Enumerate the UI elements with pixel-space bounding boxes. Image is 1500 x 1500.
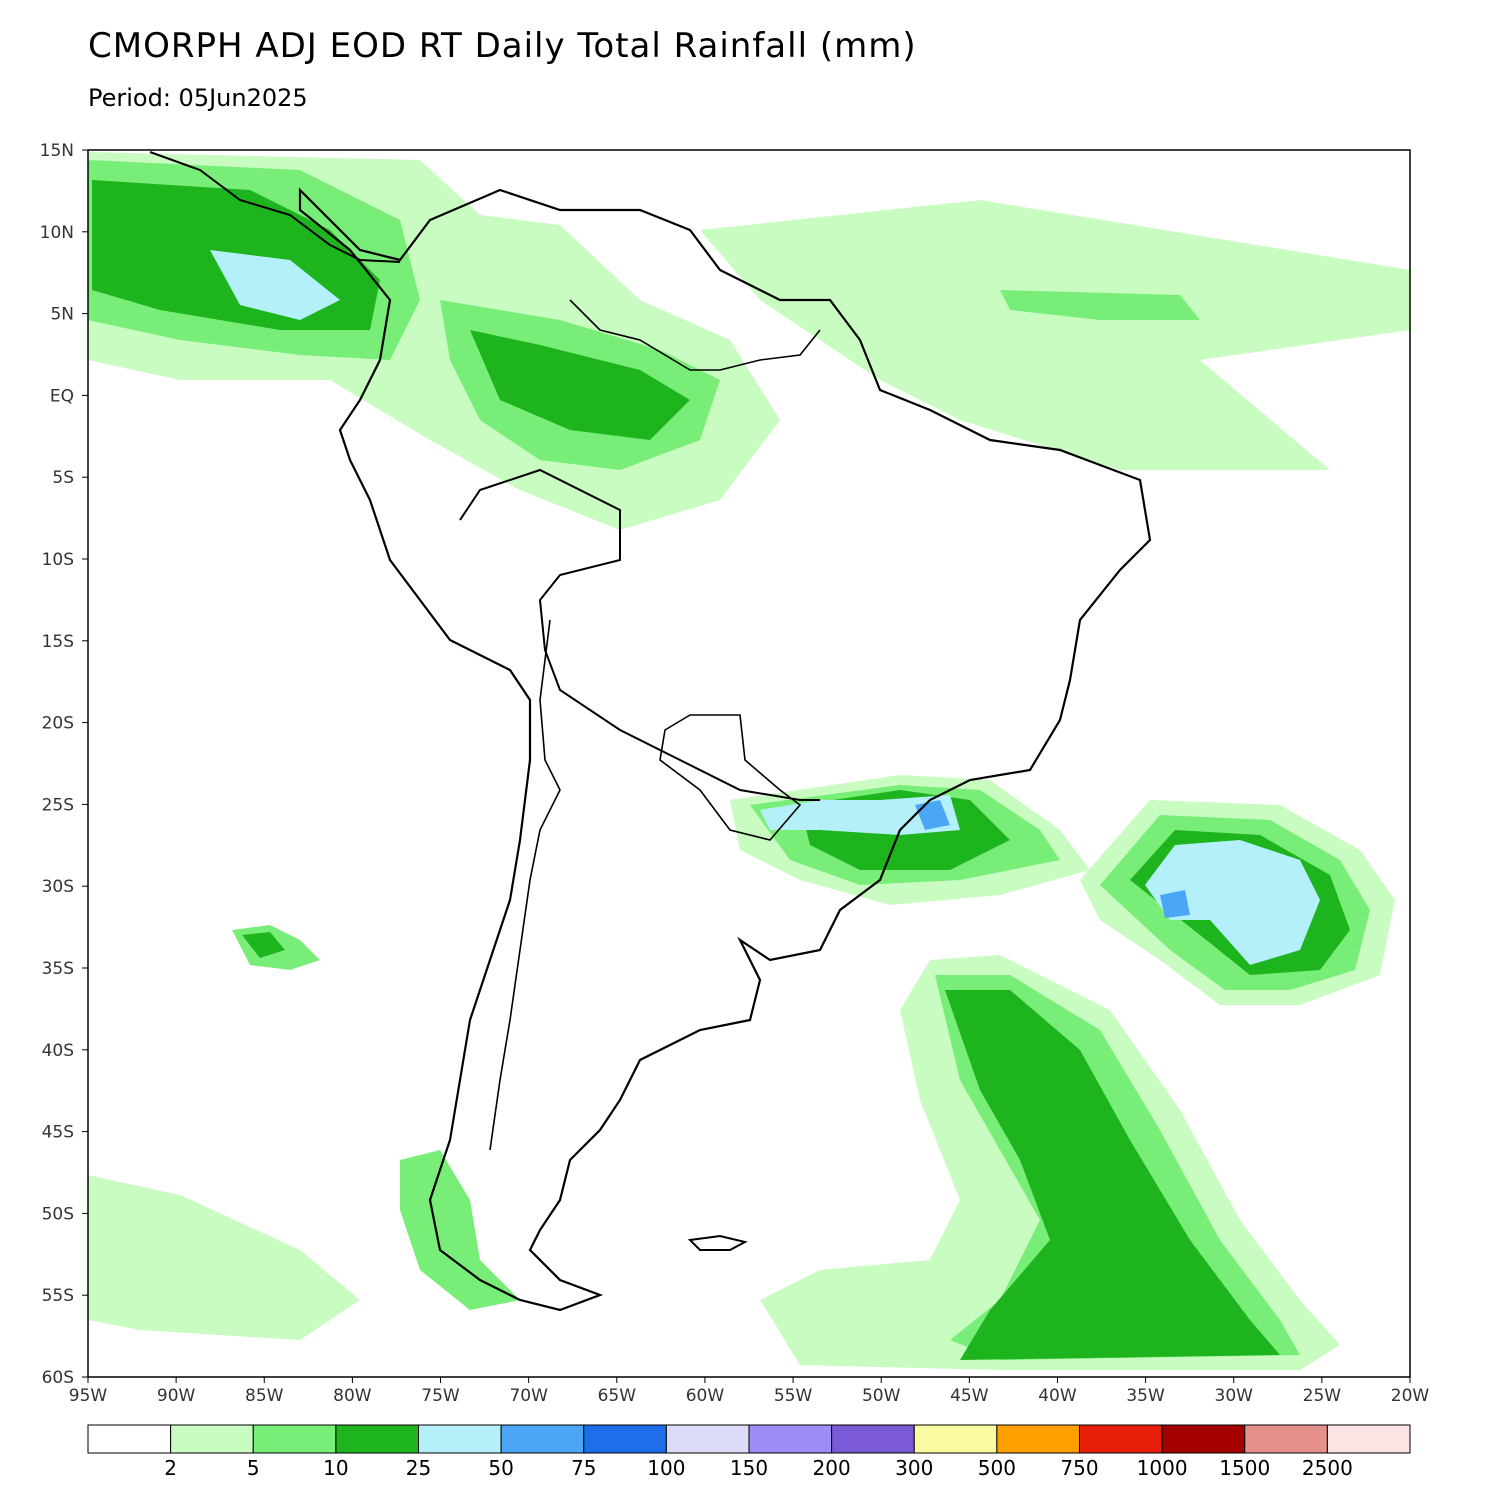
colorbar-swatch — [748, 1424, 833, 1454]
lon-label: 30W — [1215, 1386, 1254, 1406]
lon-label: 25W — [1303, 1386, 1342, 1406]
colorbar-label: 100 — [647, 1456, 685, 1480]
guianas-border — [569, 299, 821, 371]
paraguay-border — [659, 714, 802, 841]
lon-label: 65W — [598, 1386, 637, 1406]
rain-region-se-brazil-50 — [760, 795, 960, 835]
rain-region-south-frontal-heavy — [945, 990, 1280, 1360]
colorbar-swatch — [335, 1424, 419, 1454]
colorbar-swatch — [1079, 1424, 1163, 1454]
lon-label: 70W — [509, 1386, 548, 1406]
rain-region-amazon-heavy — [470, 330, 690, 440]
rainfall-field — [88, 152, 1410, 1370]
lat-label: 15S — [42, 632, 74, 652]
lat-label: 50S — [42, 1204, 74, 1224]
rain-region-n-atlantic-mod — [1000, 290, 1200, 320]
falkland-islands — [687, 1234, 748, 1251]
colorbar-label: 75 — [571, 1456, 596, 1480]
lon-label: 45W — [950, 1386, 989, 1406]
colorbar-label: 10 — [323, 1456, 348, 1480]
south-america-outline — [298, 187, 1152, 1312]
colorbar-swatch — [252, 1424, 337, 1454]
lon-label: 80W — [333, 1386, 372, 1406]
colorbar-swatch — [87, 1424, 172, 1454]
lat-label: 35S — [42, 959, 74, 979]
lon-label: 55W — [774, 1386, 813, 1406]
colorbar-label: 5 — [247, 1456, 260, 1480]
lat-label: 10N — [40, 223, 74, 243]
colorbar-swatch — [170, 1424, 254, 1454]
colorbar-label: 50 — [488, 1456, 513, 1480]
colorbar-label: 25 — [406, 1456, 431, 1480]
lat-label: 55S — [42, 1286, 74, 1306]
longitude-axis: 95W 90W 85W 80W 75W 70W 65W 60W 55W 50W 45W 40W 35W 3… — [69, 1377, 1430, 1406]
chart-subtitle: Period: 05Jun2025 — [88, 84, 308, 112]
colorbar-swatch — [500, 1424, 585, 1454]
lon-label: 90W — [157, 1386, 196, 1406]
andes-border — [489, 619, 561, 1151]
colorbar-swatch — [1326, 1424, 1411, 1454]
lat-label: 40S — [42, 1041, 74, 1061]
rain-region-n-atlantic — [700, 200, 1410, 470]
lat-label: 30S — [42, 877, 74, 897]
central-america-outline — [149, 151, 401, 263]
colorbar-label: 150 — [730, 1456, 768, 1480]
colorbar-label: 1500 — [1219, 1456, 1270, 1480]
colorbar-swatch — [913, 1424, 998, 1454]
colorbar-swatch — [1161, 1424, 1246, 1454]
lon-label: 40W — [1038, 1386, 1077, 1406]
lat-label: 5S — [52, 468, 74, 488]
rain-region-s-atlantic-75 — [1160, 890, 1190, 918]
rain-region-patagonia-mod — [400, 1150, 520, 1310]
colorbar: 2 5 10 25 50 75 100 150 200 300 500 750 1000 1500 2500 — [87, 1424, 1411, 1480]
colorbar-label: 750 — [1060, 1456, 1098, 1480]
colorbar-label: 2 — [164, 1456, 177, 1480]
colorbar-swatch — [583, 1424, 667, 1454]
lon-label: 85W — [245, 1386, 284, 1406]
rain-region-s-atlantic-50 — [1145, 840, 1320, 965]
lon-label: 50W — [862, 1386, 901, 1406]
lon-label: 60W — [686, 1386, 725, 1406]
brazil-border — [459, 468, 820, 801]
lat-label: 10S — [42, 550, 74, 570]
rain-region-nw-50 — [210, 250, 340, 320]
colorbar-swatch — [418, 1424, 502, 1454]
lat-label: EQ — [50, 386, 74, 406]
lat-label: 25S — [42, 795, 74, 815]
colorbar-swatch — [665, 1424, 750, 1454]
colorbar-swatch — [831, 1424, 915, 1454]
chart-title: CMORPH ADJ EOD RT Daily Total Rainfall (… — [88, 26, 917, 66]
colorbar-label: 500 — [978, 1456, 1016, 1480]
latitude-axis: 15N 10N 5N EQ 5S 10S 15S 20S 25S 30S 35S 40S 45S 50S 5… — [40, 141, 88, 1388]
lat-label: 20S — [42, 714, 74, 734]
lon-label: 20W — [1391, 1386, 1430, 1406]
colorbar-label: 1000 — [1137, 1456, 1188, 1480]
lat-label: 45S — [42, 1123, 74, 1143]
lat-label: 5N — [50, 305, 74, 325]
colorbar-swatch — [996, 1424, 1080, 1454]
rain-region-pacific-35s-heavy — [242, 932, 285, 958]
lat-label: 15N — [40, 141, 74, 161]
lon-label: 35W — [1126, 1386, 1165, 1406]
colorbar-swatch — [1244, 1424, 1328, 1454]
map-frame — [87, 149, 1411, 1378]
lon-label: 75W — [421, 1386, 460, 1406]
colorbar-label: 2500 — [1302, 1456, 1353, 1480]
lat-label: 60S — [42, 1368, 74, 1388]
lon-label: 95W — [69, 1386, 108, 1406]
colorbar-label: 200 — [813, 1456, 851, 1480]
colorbar-label: 300 — [895, 1456, 933, 1480]
coastlines — [149, 151, 1152, 1312]
rain-region-sw-pacific — [88, 1175, 360, 1340]
